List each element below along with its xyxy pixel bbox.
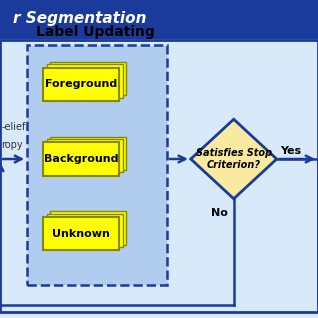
Text: -elief: -elief [2, 122, 26, 132]
Text: Unknown: Unknown [52, 229, 110, 239]
Polygon shape [191, 119, 277, 199]
FancyBboxPatch shape [47, 214, 123, 247]
FancyBboxPatch shape [47, 64, 123, 98]
Text: Criterion?: Criterion? [207, 160, 261, 170]
Text: Foreground: Foreground [45, 79, 117, 89]
FancyBboxPatch shape [43, 142, 119, 176]
Text: No: No [211, 208, 228, 218]
FancyBboxPatch shape [47, 139, 123, 172]
FancyBboxPatch shape [0, 0, 318, 38]
Text: Label Updating: Label Updating [36, 25, 155, 39]
FancyBboxPatch shape [50, 62, 126, 95]
FancyBboxPatch shape [50, 211, 126, 245]
FancyBboxPatch shape [0, 40, 318, 312]
FancyBboxPatch shape [43, 68, 119, 101]
Text: Background: Background [44, 154, 118, 164]
FancyBboxPatch shape [27, 45, 167, 285]
FancyBboxPatch shape [50, 136, 126, 170]
Text: Yes: Yes [280, 146, 301, 156]
FancyBboxPatch shape [43, 217, 119, 251]
Text: r Segmentation: r Segmentation [13, 11, 146, 26]
Text: Satisfies Stop: Satisfies Stop [196, 148, 272, 158]
Text: ropy: ropy [2, 140, 23, 150]
